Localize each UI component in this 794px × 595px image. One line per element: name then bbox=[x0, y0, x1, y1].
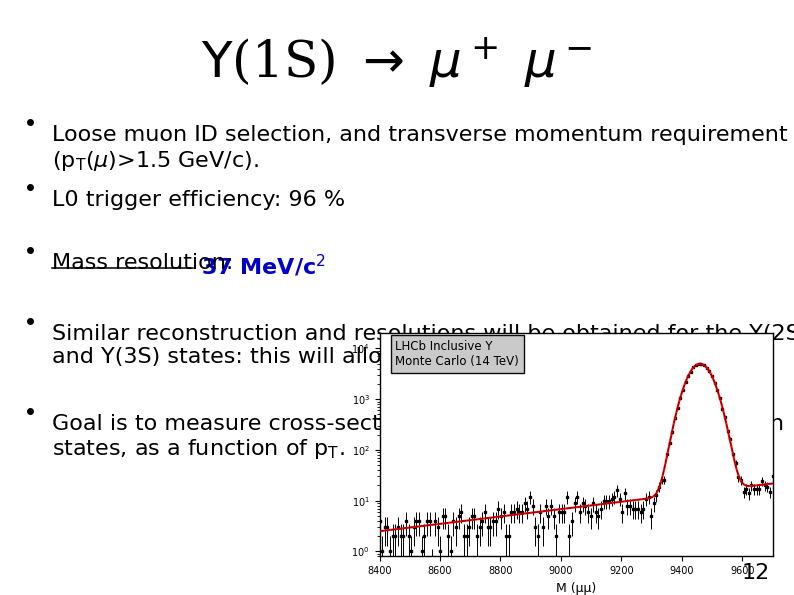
Text: Similar reconstruction and resolutions will be obtained for the Y(2S)
and Y(3S) : Similar reconstruction and resolutions w… bbox=[52, 324, 794, 368]
Text: 37 MeV/c$^2$: 37 MeV/c$^2$ bbox=[201, 253, 326, 279]
X-axis label: M (μμ): M (μμ) bbox=[556, 581, 596, 594]
Text: Loose muon ID selection, and transverse momentum requirement
(p$_\mathrm{T}$($\m: Loose muon ID selection, and transverse … bbox=[52, 125, 787, 173]
Text: LHCb Inclusive Υ
Monte Carlo (14 TeV): LHCb Inclusive Υ Monte Carlo (14 TeV) bbox=[395, 340, 519, 368]
Text: Mass resolution:: Mass resolution: bbox=[52, 253, 233, 273]
Text: 12: 12 bbox=[742, 563, 770, 583]
Text: Goal is to measure cross-sections and polarization for all di-muon
states, as a : Goal is to measure cross-sections and po… bbox=[52, 414, 784, 461]
Text: $\Upsilon$(1S) $\rightarrow$ $\mu^+$ $\mu^-$: $\Upsilon$(1S) $\rightarrow$ $\mu^+$ $\m… bbox=[201, 36, 593, 91]
Text: L0 trigger efficiency: 96 %: L0 trigger efficiency: 96 % bbox=[52, 190, 345, 211]
